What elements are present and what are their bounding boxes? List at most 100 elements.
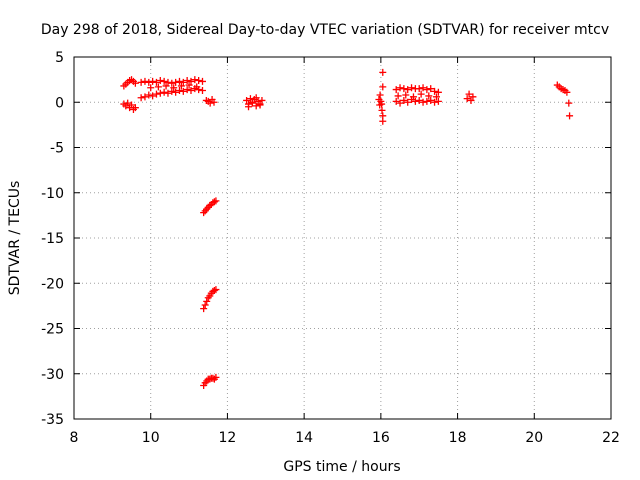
data-point — [200, 305, 208, 313]
data-point — [137, 78, 145, 86]
data-points — [120, 68, 574, 390]
data-point — [415, 85, 423, 93]
data-point — [210, 286, 218, 294]
data-point — [203, 297, 211, 305]
data-point — [193, 83, 201, 91]
data-point — [394, 92, 402, 100]
data-point — [417, 90, 425, 98]
y-tick-label: -20 — [41, 276, 64, 292]
data-point — [400, 96, 408, 104]
y-axis-title: SDTVAR / TECUs — [7, 181, 23, 296]
data-point — [396, 99, 404, 107]
data-point — [411, 97, 419, 105]
data-point — [160, 88, 168, 96]
data-point — [209, 374, 217, 382]
data-point — [131, 104, 139, 112]
data-point — [168, 87, 176, 95]
x-tick-label: 8 — [70, 430, 79, 446]
data-point — [402, 91, 410, 99]
data-point — [145, 78, 153, 86]
x-tick-label: 18 — [449, 430, 467, 446]
data-point — [154, 83, 162, 91]
data-point — [201, 301, 209, 309]
data-point — [145, 91, 153, 99]
x-axis-title: GPS time / hours — [283, 459, 400, 475]
data-point — [152, 90, 160, 98]
data-point — [392, 86, 400, 94]
y-tick-label: -35 — [41, 412, 64, 428]
data-point — [427, 96, 435, 104]
grid-lines — [74, 57, 611, 419]
data-point — [195, 77, 203, 85]
data-point — [175, 77, 183, 85]
x-tick-label: 12 — [219, 430, 237, 446]
y-tick-label: -5 — [50, 141, 64, 157]
data-point — [162, 82, 170, 90]
data-point — [156, 77, 164, 85]
y-tick-label: -30 — [41, 367, 64, 383]
data-point — [396, 84, 404, 92]
axis-ticks: 8 10 12 14 16 18 20 22 5 0 -5 -10 -15 -20 -25 -30 -35 — [41, 50, 620, 446]
data-point — [179, 78, 187, 86]
data-point — [376, 91, 384, 99]
data-point — [212, 286, 220, 294]
data-point — [137, 94, 145, 102]
data-point — [415, 96, 423, 104]
y-tick-label: -15 — [41, 231, 64, 247]
data-point — [427, 85, 435, 93]
data-point — [425, 92, 433, 100]
data-point — [400, 85, 408, 93]
data-point — [248, 99, 256, 107]
data-point — [183, 77, 191, 85]
y-tick-label: 0 — [55, 95, 64, 111]
data-point — [198, 86, 206, 94]
data-point — [432, 93, 440, 101]
data-point — [258, 96, 266, 104]
data-point — [187, 77, 195, 85]
data-point — [175, 86, 183, 94]
data-point — [469, 93, 477, 101]
data-point — [149, 77, 157, 85]
data-point — [131, 79, 139, 87]
data-point — [212, 373, 220, 381]
data-point — [431, 98, 439, 106]
data-point — [419, 84, 427, 92]
data-point — [183, 86, 191, 94]
data-point — [434, 97, 442, 105]
data-point — [212, 197, 220, 205]
data-point — [379, 68, 387, 76]
data-point — [378, 100, 386, 108]
data-point — [172, 88, 180, 96]
data-point — [191, 76, 199, 84]
data-point — [409, 93, 417, 101]
data-point — [256, 100, 264, 108]
x-tick-label: 14 — [295, 430, 313, 446]
data-point — [566, 112, 574, 120]
x-tick-label: 16 — [372, 430, 390, 446]
plot-frame — [73, 56, 612, 420]
data-point — [210, 198, 218, 206]
data-point — [187, 86, 195, 94]
data-point — [423, 86, 431, 94]
data-point — [246, 95, 254, 103]
data-point — [164, 89, 172, 97]
data-point — [379, 83, 387, 91]
data-point — [170, 84, 178, 92]
data-point — [404, 86, 412, 94]
data-point — [141, 77, 149, 85]
data-point — [206, 99, 214, 107]
data-point — [179, 87, 187, 95]
data-point — [563, 88, 571, 96]
data-point — [245, 103, 253, 111]
data-point — [252, 94, 260, 102]
data-point — [177, 82, 185, 90]
data-point — [434, 88, 442, 96]
data-point — [243, 96, 251, 104]
data-point — [128, 101, 136, 109]
data-point — [467, 96, 475, 104]
chart-title: Day 298 of 2018, Sidereal Day-to-day VTE… — [41, 22, 609, 38]
data-point — [172, 78, 180, 86]
data-point — [149, 92, 157, 100]
data-point — [463, 95, 471, 103]
y-tick-label: -25 — [41, 322, 64, 338]
